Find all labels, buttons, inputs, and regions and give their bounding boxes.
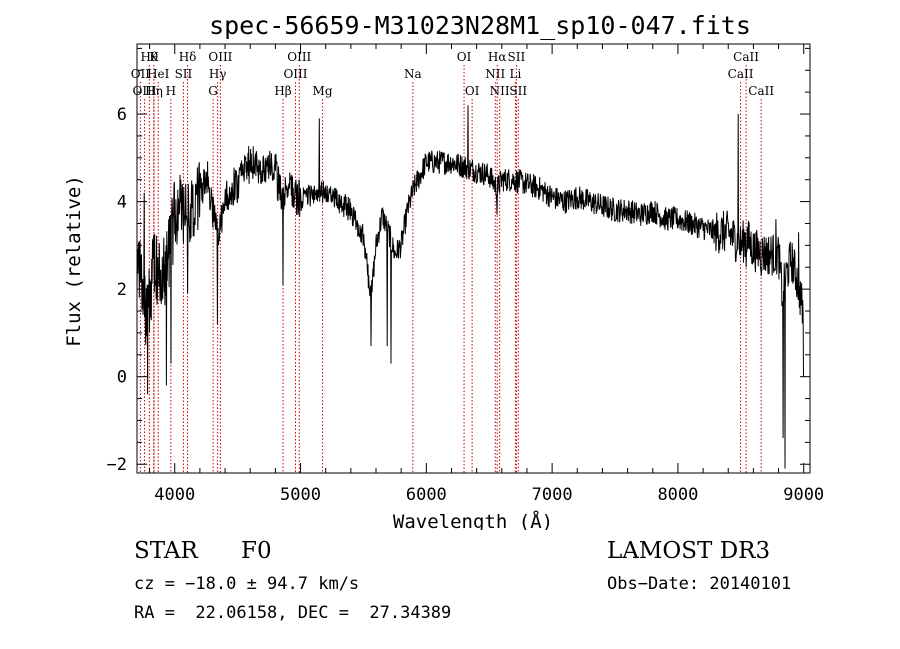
- line-label: Hβ: [274, 84, 291, 98]
- y-axis-label: Flux (relative): [63, 175, 85, 347]
- line-label: G: [208, 84, 218, 98]
- line-label: SII: [509, 84, 527, 98]
- x-tick-label: 5000: [280, 485, 321, 505]
- line-label: NII: [490, 84, 510, 98]
- chart-title: spec-56659-M31023N28M1_sp10-047.fits: [209, 11, 751, 40]
- x-tick-label: 8000: [657, 485, 698, 505]
- y-tick-label: −2: [107, 455, 127, 475]
- line-label: Hη: [145, 84, 163, 98]
- line-label: OIII: [287, 50, 311, 64]
- line-label: SII: [175, 67, 193, 81]
- line-label: CaII: [748, 84, 774, 98]
- spectrum-chart: spec-56659-M31023N28M1_sp10-047.fits Hθ O…: [63, 11, 824, 530]
- y-tick-labels: −2 0 2 4 6: [107, 105, 127, 475]
- observation-date: Obs−Date: 20140101: [607, 574, 792, 594]
- survey-name: LAMOST DR3: [607, 538, 771, 564]
- line-label: OIII: [283, 67, 307, 81]
- line-label: OII: [131, 67, 151, 81]
- line-label: Na: [404, 67, 422, 81]
- line-label: Hγ: [209, 67, 227, 81]
- spectrum-trace: [136, 105, 804, 469]
- x-axis-label: Wavelength (Å): [393, 510, 553, 530]
- line-label: SII: [508, 50, 526, 64]
- x-tick-label: 7000: [532, 485, 573, 505]
- redshift-value: cz = −18.0 ± 94.7 km/s: [134, 574, 360, 594]
- line-label: H: [166, 84, 176, 98]
- y-tick-label: 0: [117, 368, 127, 388]
- line-label: HeI: [147, 67, 170, 81]
- y-tick-label: 4: [117, 193, 127, 213]
- line-label: CaII: [733, 50, 759, 64]
- object-class: STAR: [134, 538, 198, 564]
- axis-ticks: [137, 44, 810, 473]
- line-label: Hθ: [140, 50, 158, 64]
- spectral-line-markers: [139, 65, 762, 473]
- y-tick-label: 6: [117, 105, 127, 125]
- y-tick-label: 2: [117, 280, 127, 300]
- object-subclass: F0: [241, 538, 272, 564]
- x-tick-labels: 4000 5000 6000 7000 8000 9000: [154, 485, 824, 505]
- line-label: Hδ: [179, 50, 197, 64]
- line-label: OI: [465, 84, 480, 98]
- line-label: Mg: [313, 84, 333, 98]
- line-label: Hα: [488, 50, 507, 64]
- line-label: K: [149, 50, 159, 64]
- spectral-line-labels: Hθ OII OIII K HeI Hη SII H Hδ OIII Hγ G Hβ OIII OIII Mg…: [131, 50, 775, 98]
- plot-frame: [136, 43, 811, 474]
- x-tick-label: 6000: [406, 485, 447, 505]
- sky-coordinates: RA = 22.06158, DEC = 27.34389: [134, 603, 452, 623]
- line-label: NII: [485, 67, 505, 81]
- line-label: OI: [457, 50, 472, 64]
- x-tick-label: 4000: [154, 485, 195, 505]
- x-tick-label: 9000: [783, 485, 824, 505]
- line-label: CaII: [728, 67, 754, 81]
- line-label: Li: [509, 67, 521, 81]
- line-label: OIII: [133, 84, 157, 98]
- line-label: OIII: [208, 50, 232, 64]
